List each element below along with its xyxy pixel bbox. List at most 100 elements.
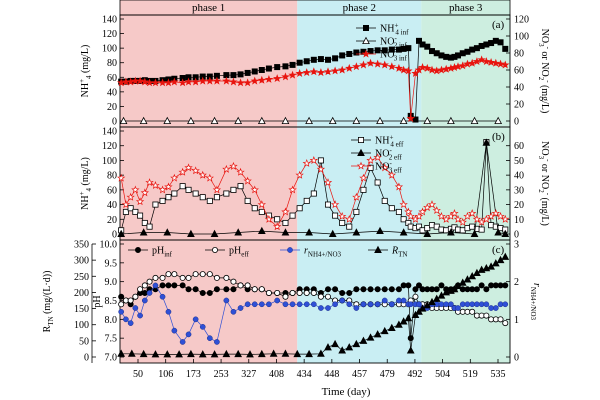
data-point	[394, 63, 404, 72]
data-point	[198, 170, 207, 179]
data-point	[222, 349, 231, 358]
data-point	[206, 335, 213, 342]
data-point	[501, 214, 510, 223]
data-point	[171, 271, 178, 278]
data-point	[258, 67, 265, 74]
left-tick-label: 7.0	[105, 353, 118, 364]
legend-label: NO-2 eff	[375, 147, 402, 162]
data-point	[141, 219, 148, 226]
left-tick-label: 9.5	[105, 258, 118, 269]
data-point	[497, 39, 504, 46]
data-point	[496, 211, 505, 220]
data-point	[367, 286, 374, 293]
data-point	[405, 282, 412, 289]
data-point	[210, 116, 219, 124]
outer-tick-label: 150	[74, 304, 89, 315]
x-tick-label: 457	[352, 369, 367, 380]
left-tick-label: 8.5	[105, 296, 118, 307]
data-point	[360, 286, 367, 293]
data-point	[151, 78, 160, 87]
data-point	[145, 178, 154, 187]
data-point	[501, 60, 510, 69]
data-point	[229, 77, 238, 86]
data-point	[140, 77, 149, 86]
data-point	[179, 274, 186, 281]
right-axis: 0 1 2 3	[506, 240, 519, 364]
data-point	[295, 69, 304, 77]
legend-marker	[356, 161, 366, 170]
data-point	[185, 186, 192, 193]
data-point	[463, 211, 472, 220]
data-point	[187, 349, 195, 358]
data-point	[127, 205, 134, 212]
data-point	[472, 57, 482, 66]
x-tick-label: 408	[269, 369, 284, 380]
data-point	[438, 301, 445, 308]
data-point	[338, 65, 347, 74]
data-point	[387, 62, 396, 71]
left-tick-label: 140	[102, 127, 117, 138]
data-point	[214, 339, 220, 345]
data-point	[376, 226, 384, 235]
data-point	[132, 305, 139, 311]
data-point	[381, 47, 388, 54]
data-point	[388, 301, 395, 308]
phase-label-3: phase 3	[449, 2, 483, 14]
x-tick-label: 434	[297, 369, 312, 380]
phase-label-1: phase 1	[192, 2, 225, 14]
data-point	[442, 214, 451, 223]
data-point	[281, 72, 290, 81]
right-tick-label: 30	[514, 185, 524, 196]
right-tick-label: 20	[514, 200, 524, 211]
data-point	[137, 312, 143, 319]
data-point	[412, 116, 419, 123]
data-point	[152, 274, 159, 281]
data-point	[497, 301, 504, 308]
data-point	[159, 282, 166, 289]
data-point	[198, 76, 207, 85]
data-point	[381, 197, 388, 204]
data-point	[447, 228, 455, 236]
data-point	[179, 282, 186, 289]
ph-axis-title: pH	[92, 295, 103, 307]
data-point	[244, 282, 251, 289]
data-point	[131, 185, 140, 194]
data-point	[127, 349, 136, 357]
x-tick-label: 448	[324, 369, 339, 380]
data-point	[406, 211, 415, 220]
data-point	[469, 308, 476, 315]
data-point	[191, 77, 200, 86]
legend-marker	[361, 49, 371, 58]
series-no2-eff	[117, 138, 510, 238]
data-point	[478, 301, 485, 308]
data-point	[367, 301, 374, 308]
left-tick-label: 60	[107, 73, 117, 84]
data-point	[223, 190, 230, 197]
data-point	[323, 178, 333, 187]
data-point	[423, 203, 432, 212]
data-point	[399, 228, 408, 236]
data-point	[324, 56, 331, 63]
right-tick-label: 1	[514, 315, 519, 326]
data-point	[317, 349, 325, 357]
right-tick-label: 60	[514, 66, 524, 77]
data-point	[374, 179, 381, 186]
right-tick-label: 60	[514, 141, 524, 152]
x-tick-label: 173	[186, 369, 201, 380]
data-point	[380, 326, 389, 335]
data-point	[394, 182, 404, 191]
data-point	[192, 286, 199, 293]
data-point	[412, 293, 419, 300]
data-point	[132, 293, 139, 300]
data-point	[251, 286, 258, 293]
data-point	[323, 67, 333, 76]
data-point	[491, 209, 500, 217]
data-point	[187, 116, 195, 124]
left-tick-label: 20	[107, 102, 117, 113]
data-point	[477, 55, 486, 64]
data-point	[352, 62, 361, 71]
data-point	[492, 305, 499, 311]
data-point	[237, 183, 244, 190]
left-axis-title: NH+4 (mg/L)	[78, 157, 93, 210]
data-point	[473, 286, 480, 293]
